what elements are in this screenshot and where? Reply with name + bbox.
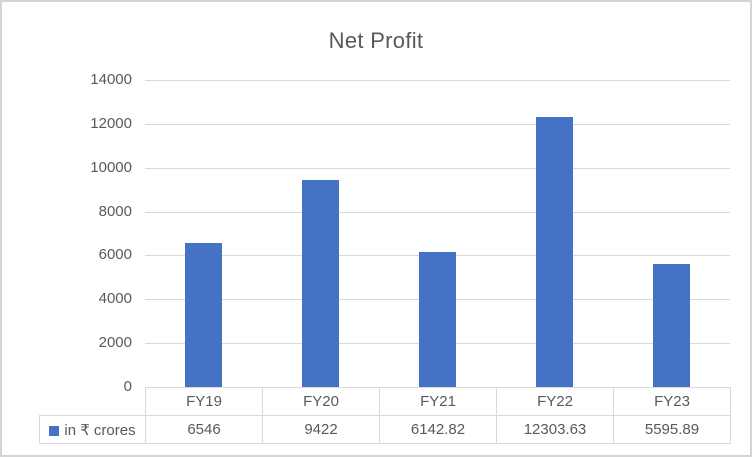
table-value-FY22: 12303.63 (496, 415, 614, 444)
series-legend-label: in ₹ crores (64, 421, 136, 439)
table-value-FY23: 5595.89 (613, 415, 731, 444)
table-value-row: in ₹ crores 6546 9422 6142.82 12303.63 5595.… (39, 415, 731, 444)
gridline-8000 (145, 212, 730, 213)
y-axis-tick-label-0: 0 (123, 378, 132, 395)
bar-FY22 (536, 117, 573, 387)
table-value-FY19: 6546 (145, 415, 263, 444)
legend-cell: in ₹ crores (39, 415, 146, 444)
series-color-swatch-icon (49, 425, 60, 436)
plot-area (145, 80, 730, 387)
bar-FY23 (653, 264, 690, 387)
data-table: FY19 FY20 FY21 FY22 FY23 in ₹ crores 6546 942… (39, 387, 731, 444)
y-axis-tick-label-8000: 8000 (98, 203, 132, 220)
bar-FY19 (185, 243, 222, 387)
table-value-FY20: 9422 (262, 415, 380, 444)
bar-FY20 (302, 180, 339, 387)
gridline-10000 (145, 168, 730, 169)
table-category-FY23: FY23 (613, 387, 731, 416)
gridline-14000 (145, 80, 730, 81)
table-value-FY21: 6142.82 (379, 415, 497, 444)
chart-title: Net Profit (328, 28, 424, 53)
y-axis-tick-label-6000: 6000 (98, 246, 132, 263)
table-category-FY22: FY22 (496, 387, 614, 416)
table-header-row: FY19 FY20 FY21 FY22 FY23 (40, 387, 731, 416)
table-category-FY20: FY20 (262, 387, 380, 416)
bar-FY21 (419, 252, 456, 387)
y-axis-tick-label-12000: 12000 (90, 115, 132, 132)
table-corner-cell (40, 388, 146, 416)
y-axis-tick-label-4000: 4000 (98, 290, 132, 307)
table-category-FY19: FY19 (145, 387, 263, 416)
table-category-FY21: FY21 (379, 387, 497, 416)
y-axis-tick-label-10000: 10000 (90, 159, 132, 176)
y-axis-tick-label-2000: 2000 (98, 334, 132, 351)
y-axis-tick-label-14000: 14000 (90, 71, 132, 88)
gridline-12000 (145, 124, 730, 125)
